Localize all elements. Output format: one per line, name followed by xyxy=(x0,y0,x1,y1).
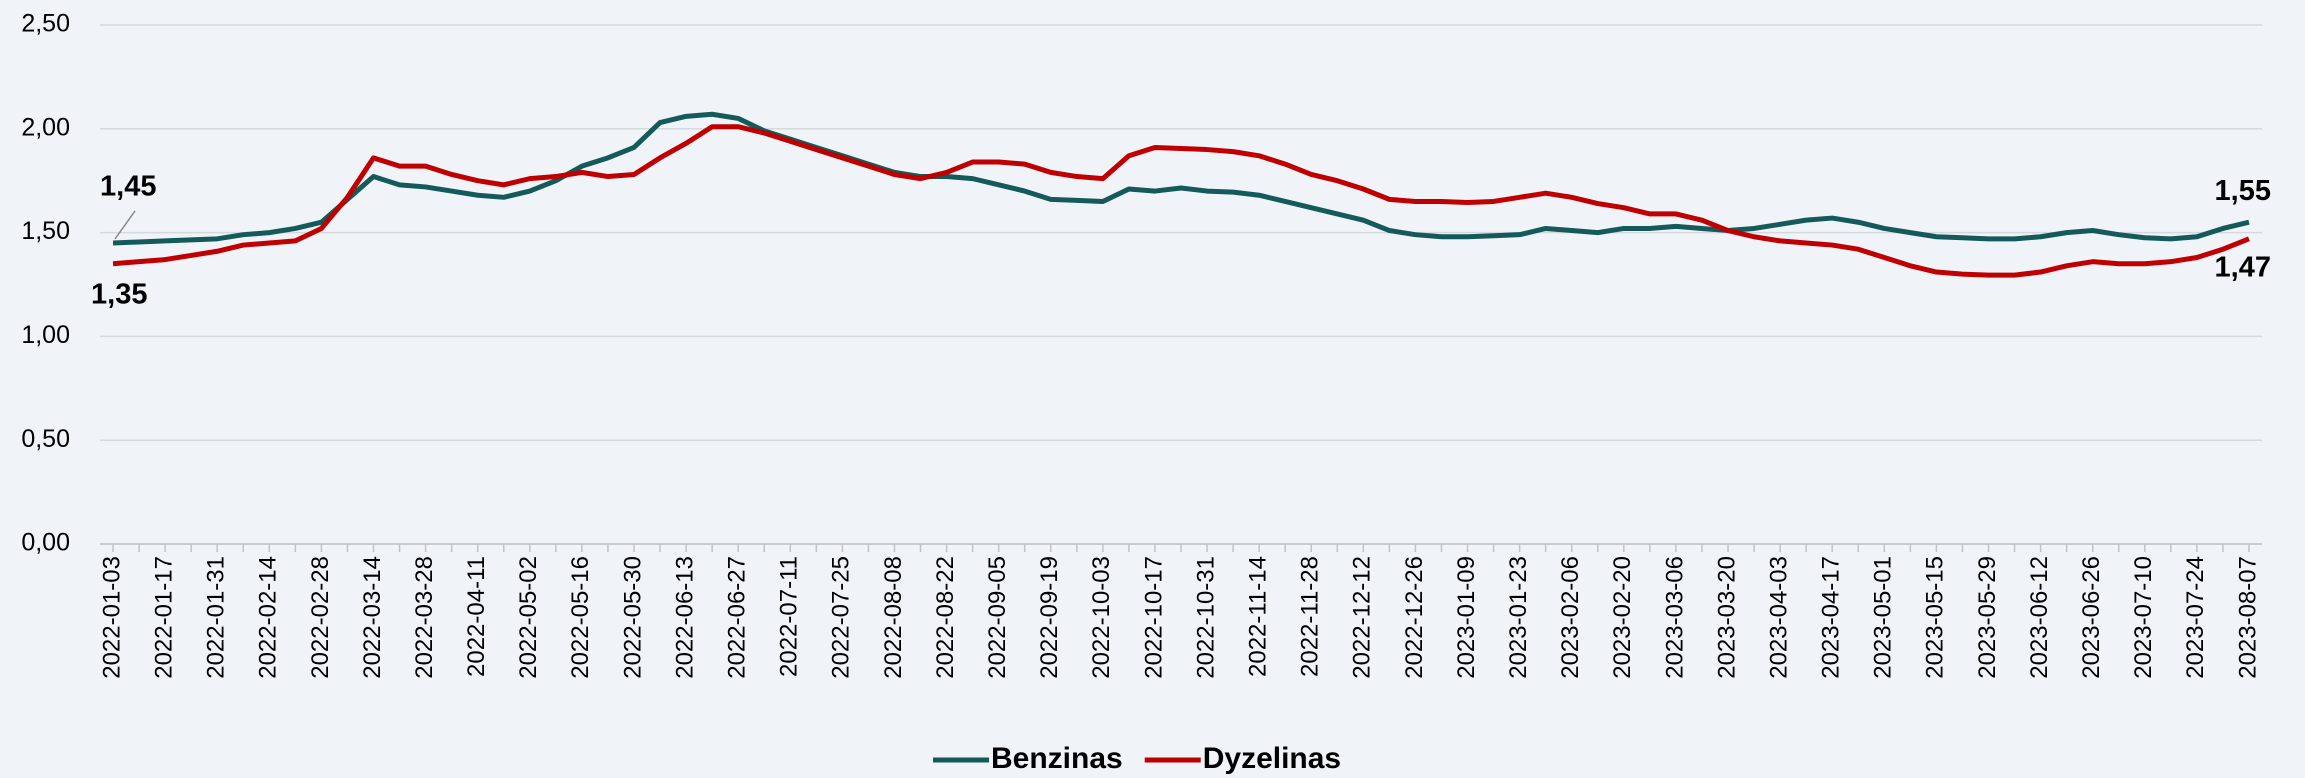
series-line xyxy=(112,124,2250,278)
x-tick-label: 2022-09-19 xyxy=(1036,556,1063,679)
y-tick-label: 0,50 xyxy=(21,425,70,453)
x-tick-label: 2023-03-06 xyxy=(1661,556,1688,679)
x-tick-label: 2022-07-25 xyxy=(828,556,855,679)
x-tick-label: 2022-10-03 xyxy=(1088,556,1115,679)
data-label: 1,55 xyxy=(2215,175,2271,207)
x-tick-label: 2022-05-16 xyxy=(567,556,594,679)
legend-label: Benzinas xyxy=(991,742,1123,775)
x-tick-label: 2022-03-14 xyxy=(359,556,386,679)
x-tick-label: 2022-04-11 xyxy=(463,556,490,677)
x-tick-label: 2022-03-28 xyxy=(411,556,438,679)
data-label: 1,47 xyxy=(2215,251,2271,283)
x-tick-label: 2022-09-05 xyxy=(984,556,1011,679)
x-tick-label: 2022-01-03 xyxy=(98,556,125,679)
x-tick-label: 2022-11-28 xyxy=(1297,556,1324,677)
x-tick-label: 2022-06-27 xyxy=(724,556,751,679)
x-tick-label: 2022-08-22 xyxy=(932,556,959,679)
y-tick-label: 0,00 xyxy=(21,529,70,557)
x-tick-label: 2023-08-07 xyxy=(2234,556,2261,679)
x-tick-label: 2022-11-14 xyxy=(1244,556,1271,677)
x-tick-label: 2022-05-30 xyxy=(619,556,646,679)
x-tick-label: 2023-05-15 xyxy=(1922,556,1949,679)
y-tick-label: 1,50 xyxy=(21,217,70,245)
x-tick-label: 2022-02-28 xyxy=(307,556,334,679)
leader-line xyxy=(114,210,136,240)
x-tick-label: 2023-01-23 xyxy=(1505,556,1532,679)
x-tick-label: 2023-01-09 xyxy=(1453,556,1480,679)
series-line xyxy=(112,111,2250,246)
y-tick-label: 2,50 xyxy=(21,10,70,38)
x-tick-label: 2023-04-17 xyxy=(1818,556,1845,679)
legend-label: Dyzelinas xyxy=(1203,742,1341,775)
x-tick-label: 2023-04-03 xyxy=(1765,556,1792,679)
x-tick-label: 2023-03-20 xyxy=(1713,556,1740,679)
x-tick-label: 2023-07-24 xyxy=(2182,556,2209,679)
x-tick-label: 2022-02-14 xyxy=(255,556,282,679)
x-tick-label: 2022-01-17 xyxy=(150,556,177,679)
data-label: 1,45 xyxy=(100,171,156,203)
x-tick-label: 2022-07-11 xyxy=(776,556,803,677)
x-tick-label: 2023-02-20 xyxy=(1609,556,1636,679)
x-tick-label: 2023-06-26 xyxy=(2078,556,2105,679)
x-tick-label: 2023-05-29 xyxy=(1974,556,2001,679)
data-label: 1,35 xyxy=(91,278,147,310)
y-tick-label: 1,00 xyxy=(21,321,70,349)
x-tick-label: 2023-02-06 xyxy=(1557,556,1584,679)
x-tick-label: 2022-10-17 xyxy=(1140,556,1167,679)
x-tick-label: 2023-05-01 xyxy=(1870,556,1897,679)
x-tick-label: 2022-08-08 xyxy=(880,556,907,679)
x-tick-label: 2022-01-31 xyxy=(203,556,230,679)
y-tick-label: 2,00 xyxy=(21,113,70,141)
x-tick-label: 2023-06-12 xyxy=(2026,556,2053,679)
x-tick-label: 2022-05-02 xyxy=(515,556,542,679)
x-tick-label: 2022-10-31 xyxy=(1192,556,1219,679)
x-tick-label: 2022-12-26 xyxy=(1401,556,1428,679)
x-tick-label: 2023-07-10 xyxy=(2130,556,2157,679)
x-tick-label: 2022-12-12 xyxy=(1349,556,1376,679)
x-tick-label: 2022-06-13 xyxy=(671,556,698,679)
